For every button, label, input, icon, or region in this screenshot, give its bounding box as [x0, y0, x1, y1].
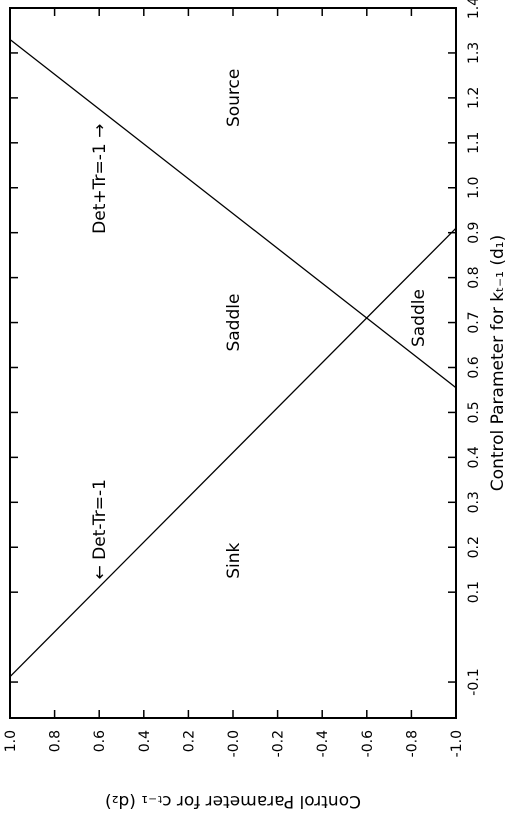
x-tick-label: 0.3 [466, 491, 482, 513]
x-tick-label: 1.3 [466, 42, 482, 64]
x-axis-ticks: -0.1 0.1 0.2 0.3 0.4 0.5 0.6 0.7 0.8 0.9 1.0 1.1 1.2… [10, 0, 482, 696]
region-label: Det+Tr=-1 → [90, 124, 110, 234]
y-tick-label: -0.6 [360, 730, 376, 757]
y-tick-label: -0.0 [226, 730, 242, 757]
x-tick-label: 0.7 [466, 311, 482, 333]
boundary-line [9, 38, 457, 389]
region-label: Source [224, 69, 244, 127]
x-tick-label: -0.1 [466, 668, 482, 695]
y-tick-label: 0.6 [92, 730, 108, 752]
x-tick-label: 0.8 [466, 266, 482, 288]
y-tick-label: 0.2 [181, 730, 197, 752]
x-tick-label: 1.4 [466, 0, 482, 19]
region-labels: Source Saddle Saddle Sink Det+Tr=-1 → ← Det-T… [90, 69, 429, 580]
x-tick-label: 0.4 [466, 446, 482, 468]
boundary-line [9, 227, 457, 678]
region-label: Saddle [409, 289, 429, 347]
x-tick-label: 0.6 [466, 356, 482, 378]
region-label: Saddle [224, 294, 244, 352]
y-axis-ticks: 1.0 0.8 0.6 0.4 0.2 -0.0 -0.2 -0.4 -0.6 -0.8 -1.0 [3, 8, 465, 757]
x-tick-label: 0.1 [466, 581, 482, 603]
y-tick-label: 1.0 [3, 730, 19, 752]
y-axis-label: Control Parameter for cₜ₋₁ (d₂) [105, 791, 361, 811]
x-tick-label: 1.0 [466, 177, 482, 199]
y-tick-label: -0.8 [404, 730, 420, 757]
boundary-lines [9, 38, 457, 678]
region-label: Sink [224, 543, 244, 579]
y-tick-label: -1.0 [449, 730, 465, 757]
x-tick-label: 1.2 [466, 87, 482, 109]
x-tick-label: 0.2 [466, 536, 482, 558]
region-label: ← Det-Tr=-1 [90, 479, 110, 580]
y-tick-label: -0.4 [315, 730, 331, 757]
x-tick-label: 1.1 [466, 132, 482, 154]
y-tick-label: 0.8 [48, 730, 64, 752]
y-tick-label: -0.2 [271, 730, 287, 757]
y-tick-label: 0.4 [137, 730, 153, 752]
x-tick-label: 0.5 [466, 401, 482, 423]
x-tick-label: 0.9 [466, 222, 482, 244]
x-axis-label: Control Parameter for kₜ₋₁ (d₁) [488, 235, 508, 491]
